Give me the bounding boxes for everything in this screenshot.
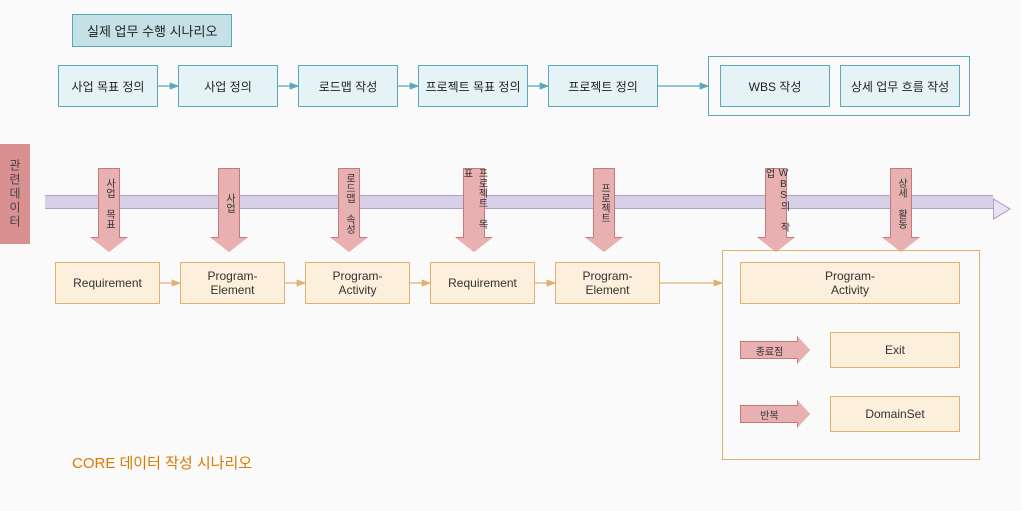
vert-arrow-v2: 사업 [218,168,240,252]
left-label: 관련데이터 [0,144,30,244]
vert-arrow-label: WBS의 작업 [765,168,787,238]
bottom-box-b8: DomainSet [830,396,960,432]
bottom-box-b2: Program- Element [180,262,285,304]
vert-arrow-v7: 상세 활동 [890,168,912,252]
bottom-box-b6: Program- Activity [740,262,960,304]
relation-band-arrowhead [993,198,1011,220]
bottom-box-b3: Program- Activity [305,262,410,304]
top-step-t5: 프로젝트 정의 [548,65,658,107]
top-title: 실제 업무 수행 시나리오 [72,14,232,47]
h-arrow-label: 종료점 [740,341,798,359]
top-step-t3: 로드맵 작성 [298,65,398,107]
top-step-t7: 상세 업무 흐름 작성 [840,65,960,107]
vert-arrow-label: 로드맵 속성 [338,168,360,238]
vert-arrow-label: 프로젝트 [593,168,615,238]
relation-band [45,195,993,209]
bottom-box-b5: Program- Element [555,262,660,304]
vert-arrow-v6: WBS의 작업 [765,168,787,252]
h-arrow-h1: 종료점 [740,341,810,359]
vert-arrow-v5: 프로젝트 [593,168,615,252]
bottom-box-b1: Requirement [55,262,160,304]
vert-arrow-v1: 사업 목표 [98,168,120,252]
top-step-t4: 프로젝트 목표 정의 [418,65,528,107]
top-step-t2: 사업 정의 [178,65,278,107]
vert-arrow-label: 사업 목표 [98,168,120,238]
vert-arrow-label: 프로젝트 목표 [463,168,485,238]
bottom-title: CORE 데이터 작성 시나리오 [72,452,252,473]
vert-arrow-v3: 로드맵 속성 [338,168,360,252]
h-arrow-label: 반복 [740,405,798,423]
top-step-t6: WBS 작성 [720,65,830,107]
top-step-t1: 사업 목표 정의 [58,65,158,107]
vert-arrow-label: 상세 활동 [890,168,912,238]
vert-arrow-label: 사업 [218,168,240,238]
h-arrow-h2: 반복 [740,405,810,423]
bottom-box-b7: Exit [830,332,960,368]
vert-arrow-v4: 프로젝트 목표 [463,168,485,252]
bottom-box-b4: Requirement [430,262,535,304]
diagram-stage: 실제 업무 수행 시나리오 사업 목표 정의사업 정의로드맵 작성프로젝트 목표… [0,0,1021,511]
